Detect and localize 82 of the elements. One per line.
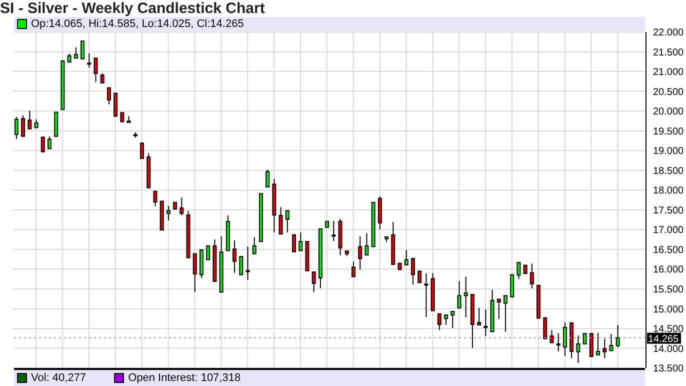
y-tick-label: 16.000 — [653, 264, 684, 276]
candlestick — [503, 295, 508, 332]
y-tick-label: 17.500 — [653, 205, 684, 216]
candlestick — [484, 308, 488, 336]
text: Open Interest: 107,318 — [128, 372, 241, 384]
candlestick — [80, 40, 85, 60]
candlestick — [510, 274, 514, 298]
candlestick — [464, 276, 468, 318]
candlestick — [47, 136, 52, 150]
candlestick — [239, 256, 244, 276]
candlestick — [246, 246, 250, 280]
candlestick — [21, 114, 26, 137]
candlestick — [543, 317, 548, 340]
text: Vol: 40,277 — [31, 372, 86, 384]
candlestick — [404, 250, 408, 266]
candlestick — [114, 92, 118, 117]
candlestick — [252, 236, 256, 254]
candlestick — [444, 314, 448, 326]
y-tick-label: 15.000 — [653, 304, 684, 316]
candlestick — [332, 220, 336, 242]
y-tick-label: 13.500 — [653, 364, 684, 375]
candlestick — [232, 240, 237, 274]
candlestick — [457, 280, 462, 308]
candlestick — [609, 334, 614, 352]
candlestick — [87, 52, 92, 68]
candlestick — [616, 324, 620, 348]
candlestick — [292, 234, 296, 252]
candlestick — [278, 206, 283, 234]
y-tick-label: 17.000 — [653, 225, 684, 236]
y-tick-label: 15.500 — [653, 284, 684, 296]
candlestick — [106, 87, 111, 105]
y-tick-label: 19.000 — [653, 146, 684, 158]
candlestick — [140, 142, 144, 159]
candlestick — [418, 270, 422, 284]
candlestick — [166, 205, 170, 222]
candlestick — [576, 335, 580, 364]
candlestick — [516, 262, 521, 280]
candlestick — [100, 73, 104, 84]
y-tick-label: 19.500 — [653, 126, 684, 138]
candlestick — [266, 169, 270, 188]
candlestick — [358, 236, 362, 270]
candlestick — [450, 310, 455, 329]
candlestick — [550, 330, 554, 344]
y-tick-label: 20.000 — [653, 106, 684, 118]
candlestick — [285, 210, 290, 233]
candlestick — [74, 46, 78, 59]
candlestick — [206, 245, 210, 260]
candlestick — [477, 307, 482, 326]
candlestick — [589, 332, 594, 358]
y-tick-label: 21.500 — [653, 47, 684, 58]
chart-title: SI - Silver - Weekly Candlestick Chart — [0, 0, 265, 17]
text: Op:14.065, Hi:14.585, Lo:14.025, Cl:14.265 — [31, 18, 244, 30]
candlestick — [14, 116, 18, 140]
candlestick — [312, 271, 316, 293]
candlestick — [180, 197, 184, 216]
candlestick — [437, 313, 442, 331]
y-tick-label: 14.000 — [653, 344, 684, 355]
candlestick — [351, 261, 356, 278]
candlestick — [40, 136, 45, 152]
y-tick-label: 20.500 — [653, 86, 684, 98]
y-tick-label: 21.000 — [653, 67, 684, 78]
candlestick — [496, 298, 501, 320]
candlestick — [192, 253, 197, 293]
y-tick-label: 18.000 — [653, 186, 684, 197]
candlestick — [120, 112, 124, 122]
candlestick — [298, 232, 303, 252]
y-tick-label: 22.000 — [653, 28, 684, 39]
candlestick — [424, 273, 428, 318]
candlestick — [562, 322, 567, 356]
candlestick — [596, 332, 600, 356]
candlestick — [153, 190, 158, 207]
candlestick — [530, 263, 534, 289]
candlestick — [94, 58, 98, 83]
y-tick-label: 14.500 — [653, 324, 684, 336]
candlestick — [556, 332, 560, 352]
y-tick-label: 16.500 — [653, 244, 684, 256]
candlestick — [364, 232, 369, 256]
candlestick — [410, 258, 415, 286]
candlestick — [28, 110, 32, 130]
y-tick-label: 18.500 — [653, 166, 684, 177]
candlestick — [602, 338, 607, 359]
ref-line-label: 14.265 — [648, 334, 680, 345]
